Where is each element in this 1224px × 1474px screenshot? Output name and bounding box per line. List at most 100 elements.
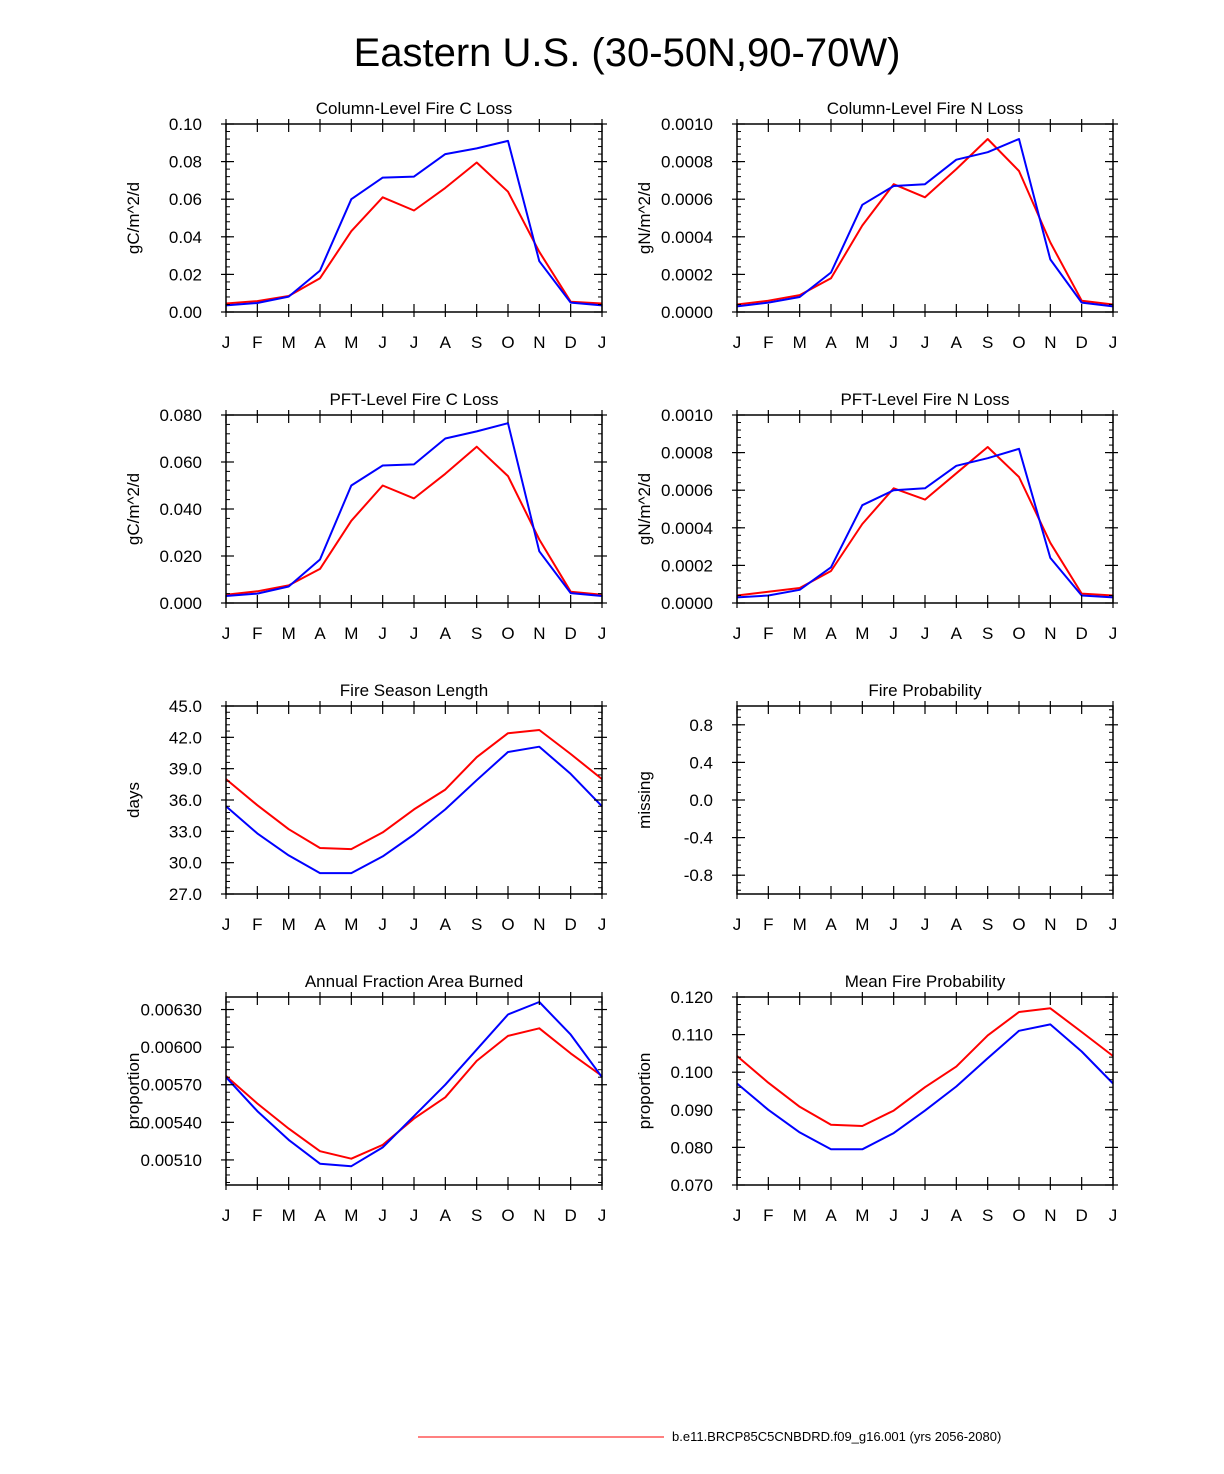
series-line-blue — [736, 1023, 1114, 1151]
x-tick-label: N — [1044, 333, 1056, 352]
x-tick-label: J — [921, 915, 930, 934]
y-axis-label: days — [124, 782, 143, 818]
x-tick-label: J — [889, 915, 898, 934]
series-line-red — [225, 729, 603, 851]
x-tick-label: M — [344, 915, 358, 934]
series-line-red — [736, 1007, 1114, 1127]
x-tick-label: M — [344, 624, 358, 643]
x-tick-label: J — [733, 624, 742, 643]
chart-title: Mean Fire Probability — [845, 972, 1006, 991]
y-tick-label: 0.080 — [159, 406, 202, 425]
x-tick-label: J — [598, 915, 607, 934]
x-tick-label: M — [344, 333, 358, 352]
x-tick-label: O — [501, 915, 514, 934]
x-tick-label: F — [763, 1206, 773, 1225]
y-tick-label: 0.060 — [159, 453, 202, 472]
y-tick-label: 0.06 — [169, 190, 202, 209]
x-tick-label: M — [793, 624, 807, 643]
x-tick-label: J — [889, 624, 898, 643]
y-tick-label: 0.02 — [169, 265, 202, 284]
legend: b.e11.BRCP85C5CNBDRD.f09_g16.001 (yrs 20… — [418, 1429, 1001, 1444]
x-tick-label: J — [222, 333, 231, 352]
y-tick-label: 39.0 — [169, 760, 202, 779]
y-tick-label: 27.0 — [169, 885, 202, 904]
x-tick-label: J — [598, 333, 607, 352]
plot-frame — [225, 123, 603, 313]
y-tick-label: 0.0004 — [661, 519, 713, 538]
x-tick-label: M — [855, 624, 869, 643]
series-line-blue — [225, 1001, 603, 1168]
x-tick-label: J — [889, 1206, 898, 1225]
x-tick-label: S — [471, 624, 482, 643]
x-tick-label: S — [982, 915, 993, 934]
x-tick-label: O — [501, 1206, 514, 1225]
x-tick-label: J — [921, 333, 930, 352]
y-tick-label: 36.0 — [169, 791, 202, 810]
x-tick-label: M — [793, 333, 807, 352]
chart-title: Column-Level Fire C Loss — [316, 99, 513, 118]
x-tick-label: J — [1109, 915, 1118, 934]
x-tick-label: J — [378, 915, 387, 934]
x-tick-label: D — [1076, 624, 1088, 643]
x-tick-label: M — [282, 624, 296, 643]
y-tick-label: 0.0002 — [661, 556, 713, 575]
chart-panel: Annual Fraction Area Burned proportion J F M… — [124, 972, 607, 1225]
series-line-blue — [736, 447, 1114, 599]
y-tick-label: 0.020 — [159, 547, 202, 566]
chart-title: PFT-Level Fire C Loss — [329, 390, 498, 409]
y-tick-label: 30.0 — [169, 854, 202, 873]
x-tick-label: D — [565, 915, 577, 934]
x-tick-label: O — [1012, 624, 1025, 643]
x-tick-label: J — [1109, 624, 1118, 643]
plot-frame — [736, 123, 1114, 313]
x-tick-label: D — [565, 333, 577, 352]
y-tick-label: 0.0008 — [661, 444, 713, 463]
y-axis-label: missing — [635, 771, 654, 829]
y-tick-label: 0.0008 — [661, 153, 713, 172]
x-tick-label: D — [1076, 333, 1088, 352]
x-tick-label: A — [440, 333, 452, 352]
x-tick-label: J — [378, 624, 387, 643]
series-line-red — [225, 445, 603, 596]
x-tick-label: J — [921, 624, 930, 643]
x-tick-label: A — [440, 624, 452, 643]
x-tick-label: J — [410, 1206, 419, 1225]
x-tick-label: J — [222, 915, 231, 934]
x-tick-label: D — [565, 624, 577, 643]
figure-title: Eastern U.S. (30-50N,90-70W) — [354, 31, 901, 75]
series-line-blue — [225, 745, 603, 875]
x-tick-label: M — [282, 915, 296, 934]
x-tick-label: M — [282, 333, 296, 352]
series-line-red — [736, 138, 1114, 306]
x-tick-label: A — [314, 915, 326, 934]
y-tick-label: 0.0006 — [661, 190, 713, 209]
series-line-blue — [225, 422, 603, 597]
x-tick-label: A — [825, 333, 837, 352]
x-tick-label: O — [1012, 1206, 1025, 1225]
y-tick-label: 0.0010 — [661, 406, 713, 425]
y-axis-label: gC/m^2/d — [124, 182, 143, 254]
plot-frame — [225, 414, 603, 604]
y-tick-label: 42.0 — [169, 728, 202, 747]
x-tick-label: M — [282, 1206, 296, 1225]
x-tick-label: S — [471, 915, 482, 934]
y-tick-label: 45.0 — [169, 697, 202, 716]
series-line-red — [225, 1027, 603, 1160]
y-tick-label: 0.0004 — [661, 228, 713, 247]
y-tick-label: 0.120 — [670, 988, 713, 1007]
y-tick-label: 0.110 — [672, 1026, 713, 1045]
y-tick-label: -0.4 — [684, 829, 713, 848]
series-line-blue — [736, 138, 1114, 308]
x-tick-label: M — [344, 1206, 358, 1225]
y-tick-label: 0.0000 — [661, 303, 713, 322]
x-tick-label: O — [501, 333, 514, 352]
chart-title: PFT-Level Fire N Loss — [840, 390, 1009, 409]
y-tick-label: 0.090 — [670, 1101, 713, 1120]
x-tick-label: N — [533, 624, 545, 643]
